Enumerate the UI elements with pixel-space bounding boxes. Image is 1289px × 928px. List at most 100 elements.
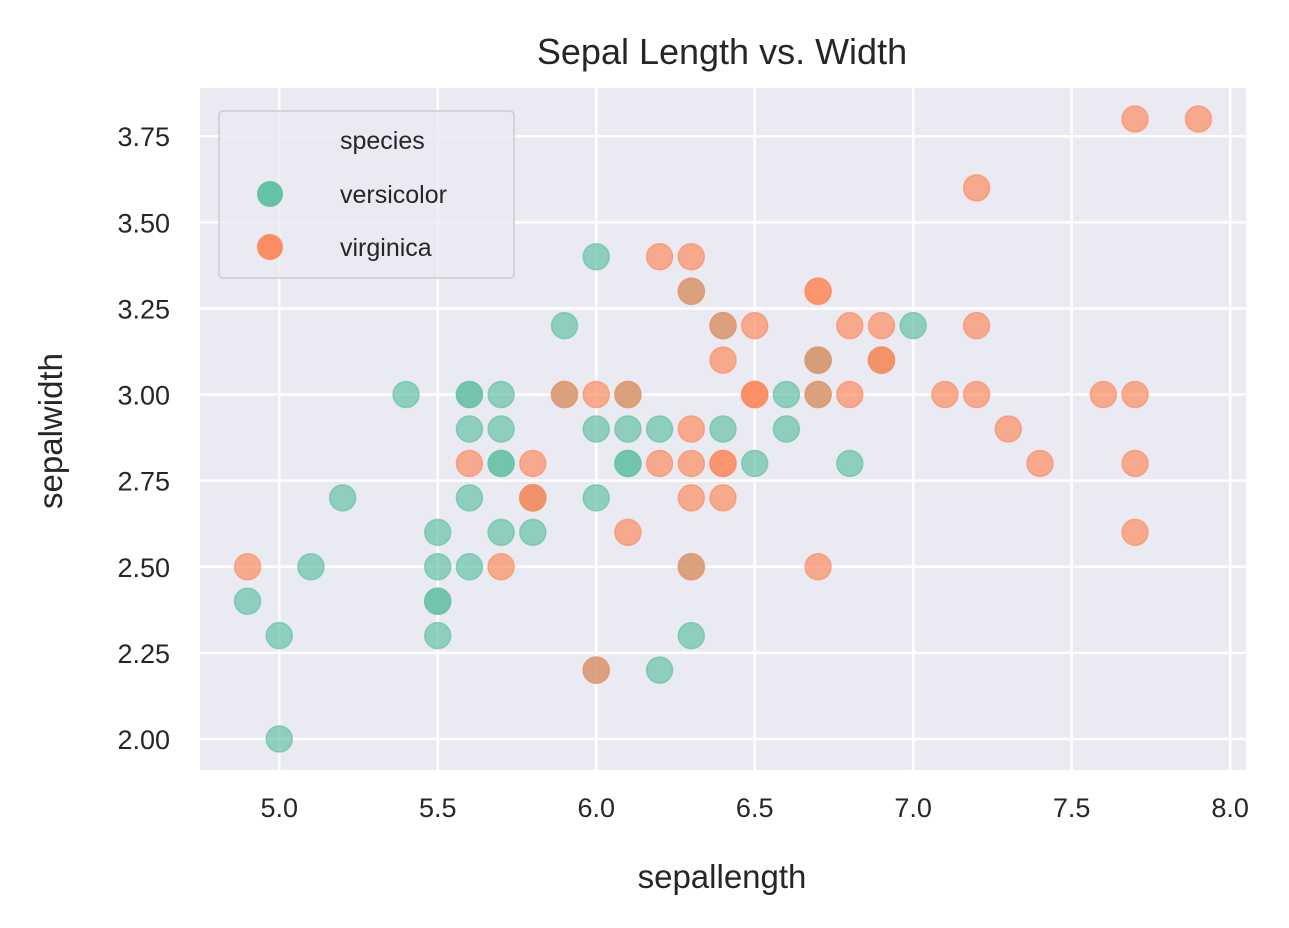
point-virginica — [709, 484, 737, 512]
point-versicolor — [423, 553, 452, 581]
point-versicolor — [297, 553, 325, 581]
point-virginica — [645, 449, 674, 478]
point-versicolor — [582, 484, 610, 512]
x-tick-label: 6.5 — [736, 793, 774, 823]
point-virginica — [1121, 449, 1149, 478]
point-versicolor — [455, 380, 484, 409]
x-tick-labels: 5.0 5.5 6.0 6.5 7.0 7.5 8.0 — [260, 793, 1248, 823]
point-virginica — [962, 174, 991, 202]
point-virginica — [677, 553, 706, 581]
point-versicolor — [899, 311, 927, 340]
point-versicolor — [328, 484, 357, 512]
point-virginica — [614, 518, 642, 547]
point-versicolor — [772, 415, 801, 443]
point-versicolor — [233, 587, 262, 615]
legend-label-versicolor: versicolor — [340, 181, 447, 209]
point-versicolor — [582, 415, 610, 443]
point-versicolor — [550, 311, 579, 340]
point-virginica — [677, 243, 706, 271]
x-tick-label: 6.0 — [577, 793, 615, 823]
x-tick-label: 5.0 — [260, 793, 298, 823]
point-virginica — [645, 243, 674, 271]
point-virginica — [740, 380, 769, 409]
legend-title: species — [340, 127, 425, 155]
point-virginica — [582, 656, 610, 684]
point-virginica — [804, 553, 832, 581]
x-tick-label: 7.0 — [894, 793, 932, 823]
point-virginica — [519, 484, 547, 512]
point-virginica — [1089, 380, 1118, 409]
point-versicolor — [423, 518, 452, 547]
point-versicolor — [487, 380, 515, 409]
point-virginica — [709, 449, 737, 478]
point-versicolor — [677, 621, 706, 650]
point-versicolor — [709, 415, 737, 443]
point-versicolor — [392, 380, 420, 409]
point-versicolor — [487, 518, 515, 547]
point-virginica — [962, 311, 991, 340]
point-versicolor — [455, 415, 484, 443]
legend-marker-virginica — [257, 234, 283, 260]
point-virginica — [1026, 449, 1054, 478]
point-versicolor — [455, 553, 484, 581]
point-virginica — [550, 380, 579, 409]
point-virginica — [836, 380, 864, 409]
chart-title: Sepal Length vs. Width — [537, 31, 907, 72]
legend-label-virginica: virginica — [340, 234, 432, 262]
y-tick-label: 2.50 — [117, 553, 170, 583]
point-virginica — [519, 449, 547, 478]
point-versicolor — [772, 380, 801, 409]
point-virginica — [582, 380, 610, 409]
point-virginica — [677, 484, 706, 512]
point-virginica — [677, 449, 706, 478]
point-virginica — [867, 346, 896, 374]
point-versicolor — [265, 621, 293, 650]
point-versicolor — [455, 484, 484, 512]
y-tick-label: 3.25 — [117, 294, 170, 324]
point-virginica — [994, 415, 1023, 443]
y-tick-label: 2.00 — [117, 725, 170, 755]
point-virginica — [836, 311, 864, 340]
point-virginica — [740, 311, 769, 340]
point-versicolor — [614, 449, 642, 478]
point-virginica — [487, 553, 515, 581]
point-virginica — [804, 346, 832, 374]
point-versicolor — [265, 725, 293, 753]
point-versicolor — [645, 415, 674, 443]
point-virginica — [962, 380, 991, 409]
y-tick-label: 2.25 — [117, 639, 170, 669]
point-versicolor — [423, 621, 452, 650]
point-versicolor — [645, 656, 674, 684]
point-versicolor — [836, 449, 864, 478]
y-tick-label: 3.75 — [117, 122, 170, 152]
point-virginica — [614, 380, 642, 409]
point-versicolor — [487, 449, 515, 478]
point-virginica — [1121, 105, 1149, 133]
point-virginica — [709, 346, 737, 374]
x-axis-label: sepallength — [638, 858, 807, 895]
legend-box — [218, 110, 515, 279]
point-virginica — [1121, 380, 1149, 409]
x-tick-label: 7.5 — [1053, 793, 1091, 823]
y-tick-labels: 2.00 2.25 2.50 2.75 3.00 3.25 3.50 3.75 — [117, 122, 170, 755]
point-virginica — [1184, 105, 1213, 133]
y-axis-label: sepalwidth — [32, 353, 69, 509]
point-virginica — [677, 415, 706, 443]
point-virginica — [931, 380, 959, 409]
x-tick-label: 8.0 — [1211, 793, 1249, 823]
point-versicolor — [614, 415, 642, 443]
point-versicolor — [740, 449, 769, 478]
point-virginica — [867, 311, 896, 340]
point-virginica — [233, 553, 262, 581]
y-tick-label: 3.50 — [117, 208, 170, 238]
point-virginica — [677, 277, 706, 305]
point-versicolor — [487, 415, 515, 443]
data-points — [233, 105, 1213, 753]
point-virginica — [804, 380, 832, 409]
x-tick-label: 5.5 — [419, 793, 457, 823]
grid-lines — [200, 88, 1246, 770]
y-tick-label: 3.00 — [117, 381, 170, 411]
legend-marker-versicolor — [257, 181, 283, 207]
point-virginica — [455, 449, 484, 478]
